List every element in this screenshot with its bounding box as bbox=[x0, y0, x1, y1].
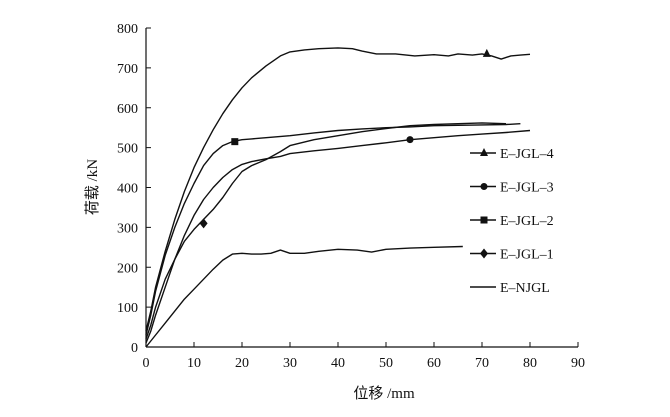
axes: 0 10 20 30 40 50 60 70 80 90 0 100 200 300 400 500 600 70… bbox=[117, 22, 585, 371]
legend-item-1-label: E–JGL–4 bbox=[500, 147, 554, 162]
legend-item-4-label: E–JGL–1 bbox=[500, 248, 554, 263]
y-tick-label: 400 bbox=[117, 182, 138, 197]
x-tick-label: 0 bbox=[143, 356, 150, 371]
legend-item-5: E–NJGL bbox=[470, 281, 550, 296]
x-axis-title: 位移 /mm bbox=[353, 385, 415, 402]
x-tick-label: 90 bbox=[571, 356, 585, 371]
x-tick-label: 80 bbox=[523, 356, 537, 371]
y-tick-label: 800 bbox=[117, 22, 138, 37]
series-1-marker bbox=[482, 48, 491, 57]
series-4-line bbox=[145, 122, 507, 340]
legend: E–JGL–4 E–JGL–3 E–JGL–2 E–JGL–1 E–NJGL bbox=[470, 147, 554, 296]
legend-item-3: E–JGL–2 bbox=[470, 214, 554, 229]
series-1 bbox=[145, 47, 531, 332]
series-2-line bbox=[145, 129, 531, 344]
x-tick-label: 50 bbox=[379, 356, 393, 371]
series-3-marker bbox=[231, 138, 239, 146]
legend-item-5-label: E–NJGL bbox=[500, 281, 550, 296]
y-axis-title: 荷载 /kN bbox=[84, 159, 101, 215]
legend-item-4: E–JGL–1 bbox=[470, 248, 554, 263]
x-tick-label: 20 bbox=[235, 356, 249, 371]
series-1-line bbox=[145, 47, 531, 332]
y-tick-label: 100 bbox=[117, 301, 138, 316]
legend-item-1-marker bbox=[480, 148, 488, 156]
y-tick-label: 300 bbox=[117, 221, 138, 236]
y-tick-label: 500 bbox=[117, 142, 138, 157]
x-tick-label: 30 bbox=[283, 356, 297, 371]
legend-item-4-marker bbox=[480, 248, 488, 259]
legend-item-3-label: E–JGL–2 bbox=[500, 214, 554, 229]
series-3-line bbox=[145, 123, 521, 336]
series-5 bbox=[145, 245, 463, 348]
series-layer bbox=[145, 47, 531, 348]
x-tick-label: 60 bbox=[427, 356, 441, 371]
series-3 bbox=[145, 123, 521, 336]
x-tick-label: 70 bbox=[475, 356, 489, 371]
y-tick-label: 0 bbox=[131, 341, 138, 356]
legend-item-2-label: E–JGL–3 bbox=[500, 181, 554, 196]
x-tick-label: 40 bbox=[331, 356, 345, 371]
x-tick-label: 10 bbox=[187, 356, 201, 371]
series-2 bbox=[145, 129, 531, 344]
y-tick-label: 200 bbox=[117, 261, 138, 276]
legend-item-1: E–JGL–4 bbox=[470, 147, 554, 162]
series-2-marker bbox=[406, 136, 414, 144]
series-5-line bbox=[145, 245, 463, 348]
legend-item-3-marker bbox=[480, 216, 488, 224]
legend-item-2-marker bbox=[480, 183, 488, 190]
series-4 bbox=[145, 122, 507, 340]
y-tick-label: 700 bbox=[117, 62, 138, 77]
series-4-marker bbox=[199, 218, 208, 229]
y-tick-label: 600 bbox=[117, 102, 138, 117]
legend-item-2: E–JGL–3 bbox=[470, 181, 554, 196]
